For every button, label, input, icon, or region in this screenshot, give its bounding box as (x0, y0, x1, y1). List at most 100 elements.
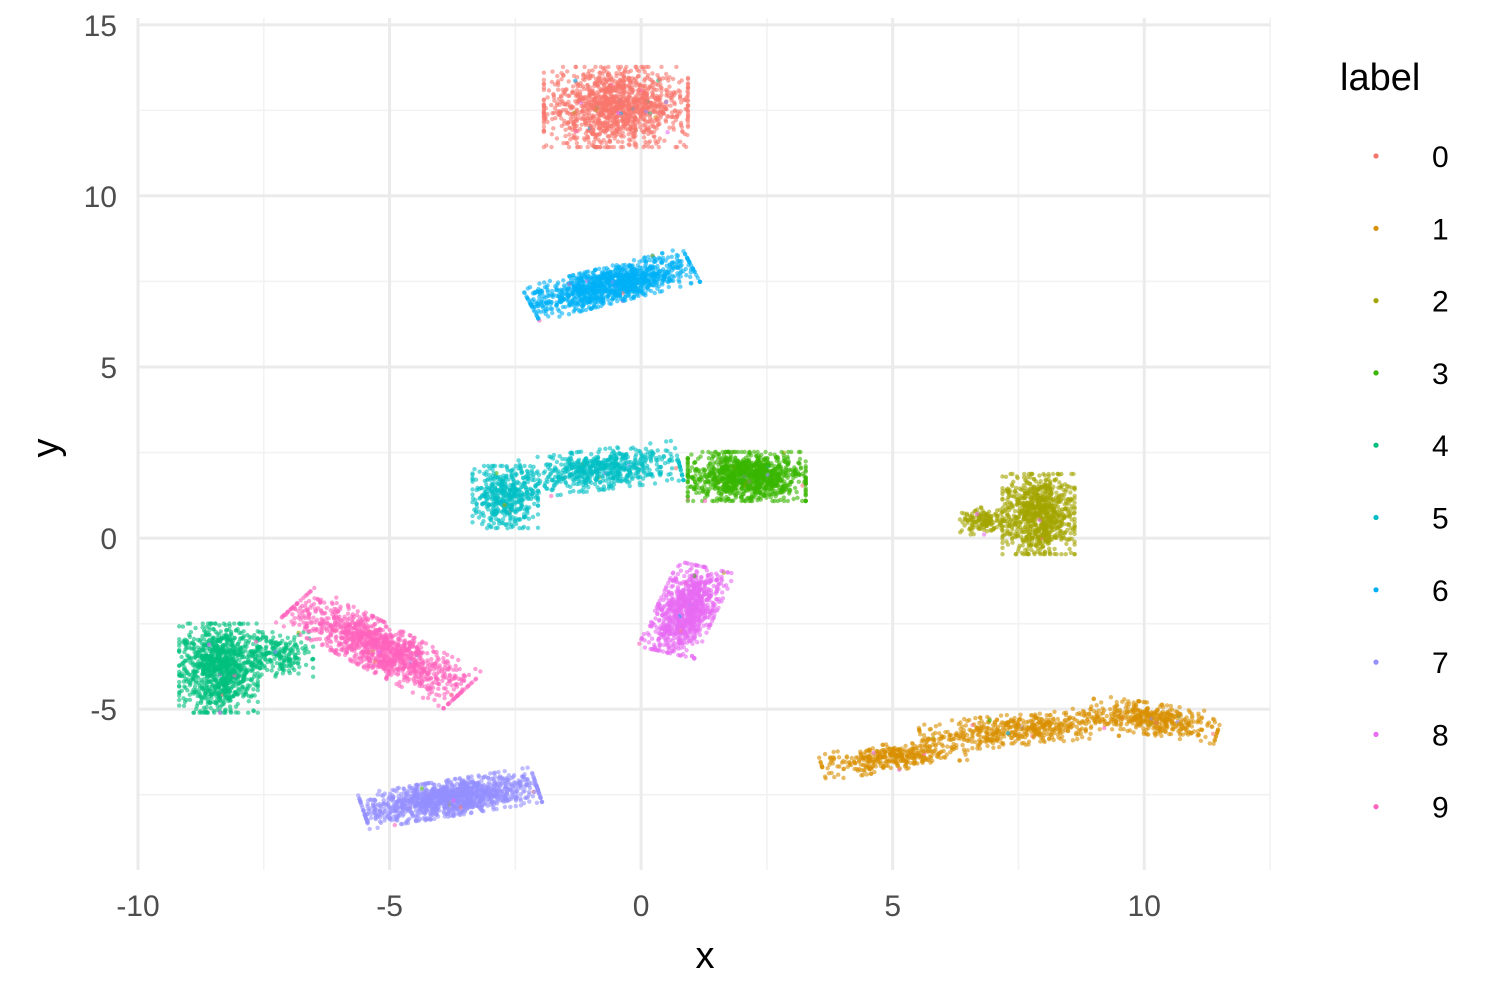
data-point (573, 118, 578, 123)
data-point (681, 142, 687, 148)
data-point (738, 469, 744, 474)
data-point (675, 109, 680, 114)
data-point (656, 144, 662, 150)
data-point (675, 114, 680, 120)
data-point (1038, 739, 1043, 744)
data-point (1212, 738, 1217, 743)
data-point (653, 98, 659, 103)
data-point (1215, 727, 1221, 732)
data-point (1047, 713, 1052, 718)
data-point (1072, 519, 1077, 525)
data-point (714, 480, 720, 485)
data-point (1116, 733, 1122, 738)
data-point (775, 483, 781, 489)
data-point (588, 116, 593, 121)
data-point (1196, 711, 1201, 716)
data-point (689, 452, 694, 457)
data-point (674, 64, 679, 70)
data-point (765, 482, 771, 487)
data-point (697, 479, 702, 484)
data-point (615, 139, 621, 144)
data-point (612, 93, 618, 99)
data-point (710, 498, 715, 504)
data-point (638, 109, 643, 114)
data-point (718, 455, 723, 461)
data-point (1029, 547, 1034, 553)
data-point (1169, 726, 1175, 732)
data-point (620, 125, 626, 130)
data-point (772, 468, 777, 473)
data-point (556, 87, 561, 92)
data-point (701, 470, 707, 475)
data-point (1057, 729, 1062, 735)
data-point (1122, 697, 1127, 702)
data-point (765, 488, 771, 493)
data-point (1102, 725, 1107, 731)
data-point (837, 764, 842, 769)
data-point (588, 94, 593, 99)
data-point (663, 99, 669, 105)
data-point (1047, 723, 1052, 728)
data-point (744, 459, 750, 464)
data-point (581, 113, 586, 119)
data-point (1064, 541, 1069, 547)
data-point (555, 73, 560, 79)
data-point (852, 761, 858, 766)
data-point (635, 119, 640, 124)
data-point (910, 746, 915, 751)
data-point (721, 460, 726, 465)
data-point (704, 475, 709, 480)
data-point (893, 752, 898, 757)
data-point (965, 757, 970, 763)
data-point (614, 127, 619, 132)
data-point (670, 76, 676, 82)
data-point (567, 132, 572, 137)
data-point (552, 98, 557, 103)
data-point (1072, 506, 1077, 511)
data-point (1065, 527, 1070, 533)
data-point (803, 498, 808, 504)
data-point (1015, 475, 1020, 481)
data-point (1047, 717, 1052, 723)
data-point (570, 90, 575, 95)
data-point (674, 144, 680, 150)
data-point (561, 101, 566, 107)
data-point (648, 119, 653, 124)
data-point (1088, 731, 1093, 736)
data-point (579, 122, 584, 127)
data-point (1043, 477, 1048, 483)
data-point (866, 757, 871, 762)
data-point (858, 762, 863, 767)
data-point (1067, 546, 1072, 552)
data-point (1036, 719, 1041, 725)
data-point (601, 103, 606, 108)
data-point (817, 755, 822, 760)
data-point (541, 144, 547, 150)
data-point (707, 471, 712, 476)
data-point (563, 133, 568, 139)
data-point (867, 747, 873, 752)
data-point (772, 464, 777, 469)
data-point (1025, 547, 1030, 552)
data-point (685, 112, 691, 118)
data-point (960, 742, 965, 748)
data-point (1083, 729, 1088, 734)
data-point (769, 483, 775, 488)
data-point (874, 748, 879, 754)
data-point (1195, 733, 1200, 738)
data-point (1037, 473, 1042, 478)
data-point (1044, 513, 1049, 519)
data-point (702, 498, 708, 504)
data-point (1187, 710, 1193, 715)
data-point (819, 764, 825, 769)
data-point (716, 485, 721, 490)
data-point (554, 136, 560, 141)
data-point (1164, 703, 1170, 708)
data-point (541, 129, 547, 135)
data-point (1050, 507, 1056, 512)
data-point (961, 728, 966, 733)
data-point (1056, 735, 1061, 740)
data-point (1010, 527, 1015, 532)
data-point (588, 102, 593, 108)
data-point (622, 90, 628, 95)
